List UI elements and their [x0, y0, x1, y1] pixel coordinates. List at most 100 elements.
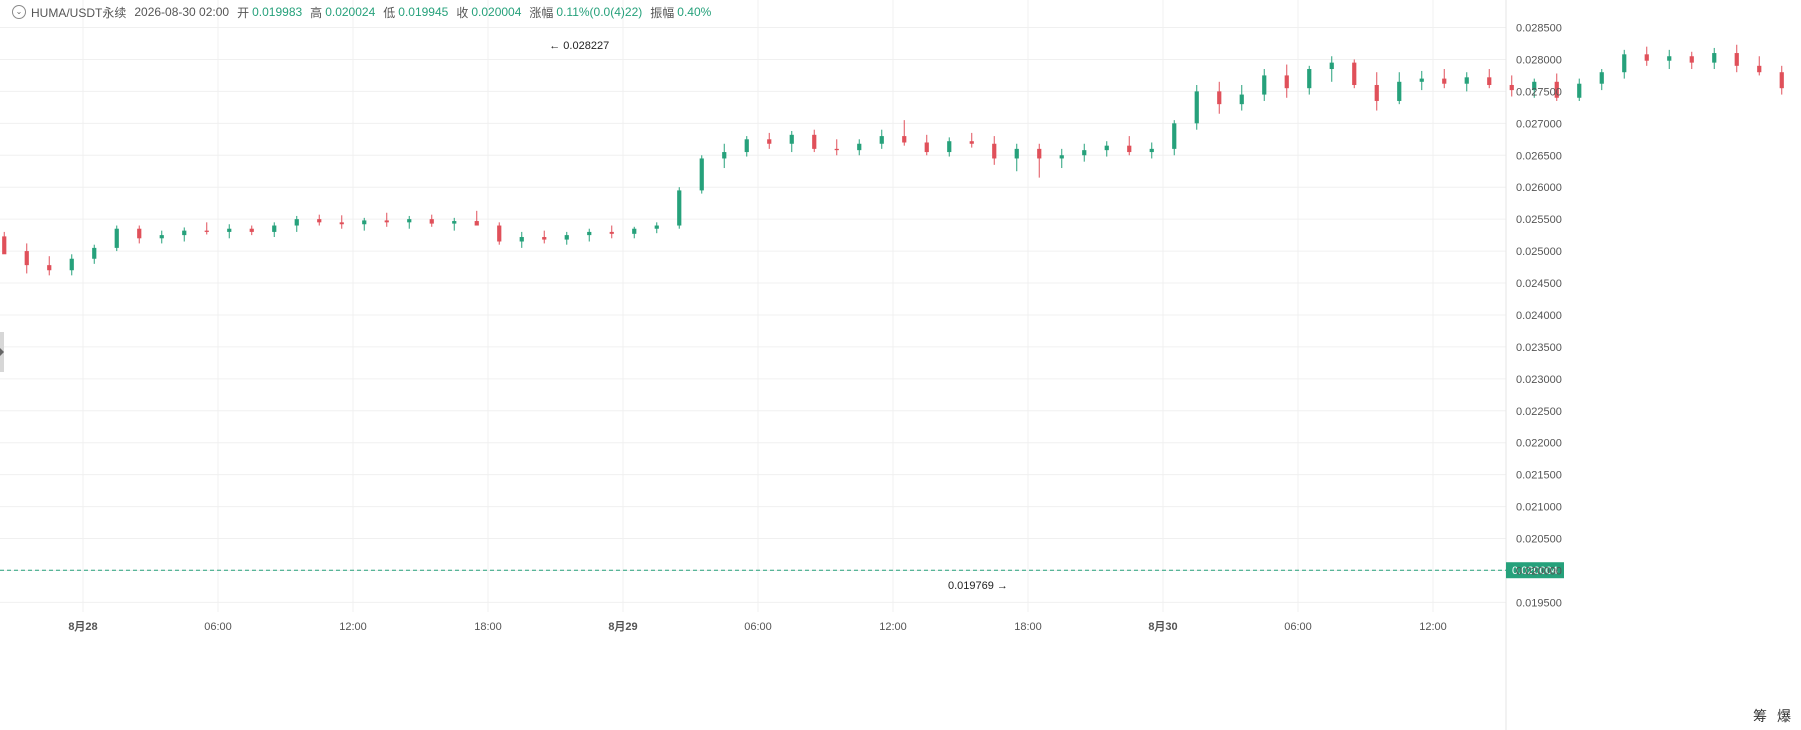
candle-body [92, 247, 97, 259]
current-price-label: 0.020004 [1512, 565, 1558, 577]
symbol-label[interactable]: HUMA/USDT永续 [31, 5, 127, 20]
candle-body [1239, 94, 1244, 105]
candle-up [564, 231, 569, 245]
candle-body [362, 220, 367, 225]
candle-body [1734, 53, 1739, 66]
candle-up [1532, 78, 1537, 98]
candle-body [1577, 83, 1582, 98]
price-tick-label: 0.022500 [1516, 406, 1562, 418]
candle-up [857, 139, 862, 156]
change-label: 涨幅 [529, 5, 554, 20]
candle-body [722, 152, 727, 159]
price-tick-label: 0.023500 [1516, 342, 1562, 354]
candle-up [1172, 120, 1177, 156]
candle-body [204, 230, 209, 232]
price-tick-label: 0.027500 [1516, 86, 1562, 98]
candle-down [1644, 46, 1649, 66]
candle-up [294, 215, 299, 232]
candle-body [1217, 91, 1222, 105]
candle-body [429, 219, 434, 224]
candle-up [362, 217, 367, 231]
candle-up [1464, 72, 1469, 92]
chips-tab[interactable]: 筹 [1753, 708, 1767, 724]
time-tick-label: 18:00 [1014, 621, 1042, 633]
price-tick-label: 0.021500 [1516, 470, 1562, 482]
candle-down [1127, 136, 1132, 156]
candle-up [632, 226, 637, 239]
candle-body [1464, 77, 1469, 84]
candle-body [1082, 150, 1087, 156]
candle-body [452, 221, 457, 224]
candle-up [1577, 78, 1582, 101]
candle-body [1037, 148, 1042, 159]
candle-up [1307, 65, 1312, 95]
candle-body [249, 228, 254, 232]
candle-body [47, 265, 52, 271]
candle-down [1509, 75, 1514, 97]
candle-up [272, 222, 277, 238]
candle-down [1352, 59, 1357, 89]
candle-body [227, 228, 232, 232]
candle-down [249, 225, 254, 236]
time-tick-label: 12:00 [879, 621, 907, 633]
candle-body [1599, 72, 1604, 84]
left-panel-toggle[interactable] [0, 332, 4, 372]
candle-body [1329, 62, 1334, 70]
candle-up [114, 225, 119, 252]
ohlc-legend: ⌄ HUMA/USDT永续 2026-08-30 02:00 开 0.01998… [12, 3, 719, 21]
candle-up [1014, 143, 1019, 172]
amplitude-label: 振幅 [650, 5, 675, 20]
candle-down [1374, 72, 1379, 111]
candle-body [1284, 75, 1289, 89]
price-tick-label: 0.020000 [1516, 565, 1562, 577]
price-tick-label: 0.024000 [1516, 310, 1562, 322]
candle-body [1532, 81, 1537, 91]
candle-body [1757, 65, 1762, 73]
candle-up [69, 254, 74, 276]
candle-down [2, 231, 7, 255]
candle-body [1622, 54, 1627, 73]
candle-down [969, 132, 974, 148]
candle-up [182, 227, 187, 242]
overlay-layer: 0.020004 ← 0.028227 0.019769 → [0, 40, 1564, 592]
candle-down [47, 256, 52, 276]
candle-body [564, 235, 569, 240]
candle-down [1037, 143, 1042, 178]
candle-body [339, 222, 344, 225]
candle-body [834, 148, 839, 151]
open-value: 0.019983 [252, 5, 303, 19]
time-tick-label: 12:00 [1419, 621, 1447, 633]
candle-body [924, 142, 929, 153]
candle-body [294, 219, 299, 226]
candle-body [497, 225, 502, 242]
candle-down [812, 129, 817, 153]
price-tick-label: 0.027000 [1516, 118, 1562, 130]
candle-down [339, 215, 344, 229]
candle-down [834, 139, 839, 156]
collapse-legend-icon[interactable]: ⌄ [12, 5, 26, 19]
high-price-annotation: ← 0.028227 [549, 40, 609, 52]
candle-body [744, 139, 749, 153]
price-axis: 0.019500 0.020000 0.020500 0.021000 0.021500… [1516, 22, 1562, 609]
candle-down [542, 230, 547, 244]
candle-up [227, 224, 232, 239]
corner-tabs: 筹 爆 [1753, 706, 1791, 726]
candle-up [1262, 69, 1267, 101]
candle-body [69, 258, 74, 271]
candle-body [407, 219, 412, 223]
candle-body [114, 228, 119, 248]
candle-down [137, 225, 142, 244]
candle-body [1352, 62, 1357, 85]
close-value: 0.020004 [471, 5, 522, 19]
candle-up [789, 130, 794, 153]
liquidation-tab[interactable]: 爆 [1777, 708, 1791, 724]
candle-body [947, 141, 952, 153]
candle-body [474, 221, 479, 226]
time-tick-label: 8月29 [608, 620, 637, 633]
price-tick-label: 0.021000 [1516, 502, 1562, 514]
high-value: 0.020024 [325, 5, 376, 19]
candle-body [1014, 148, 1019, 159]
candle-up [947, 137, 952, 157]
